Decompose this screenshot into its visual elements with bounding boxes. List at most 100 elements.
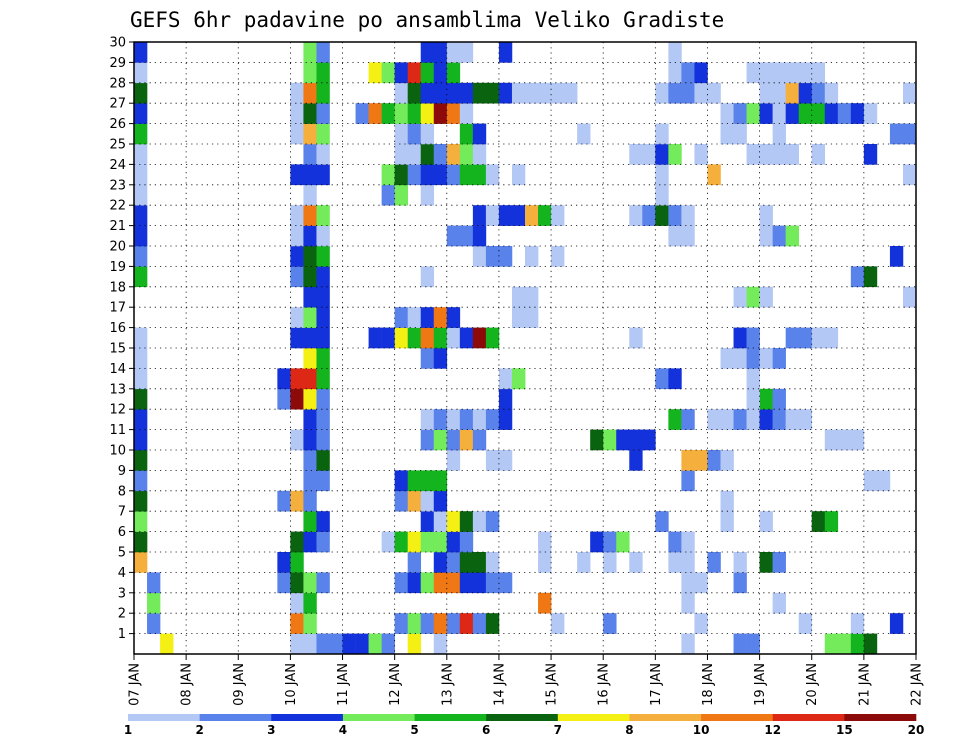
y-axis: 1234567891011121314151617181920212223242… — [109, 36, 134, 642]
x-tick-label: 11 JAN — [336, 663, 351, 706]
y-tick-label: 12 — [109, 403, 126, 418]
heatmap-cell — [668, 368, 682, 390]
heatmap-cell — [147, 613, 161, 634]
heatmap-cell — [485, 572, 500, 594]
heatmap-cell — [733, 103, 747, 124]
x-tick-label: 19 JAN — [753, 663, 768, 706]
heatmap-cell — [485, 552, 500, 573]
heatmap-cell — [603, 429, 617, 451]
heatmap-cell — [316, 266, 330, 288]
heatmap-cell — [459, 511, 474, 532]
x-tick-label: 22 JAN — [910, 663, 925, 706]
heatmap-cell — [485, 409, 500, 430]
colorbar-label: 3 — [267, 723, 275, 737]
heatmap-cell — [134, 368, 148, 390]
heatmap-cell — [381, 327, 395, 349]
heatmap-cell — [394, 327, 408, 349]
heatmap-cell — [668, 409, 682, 430]
heatmap-cell — [733, 633, 747, 655]
heatmap-cell — [134, 205, 148, 226]
heatmap-cell — [433, 429, 448, 451]
heatmap-cell — [459, 531, 474, 553]
heatmap-cell — [134, 348, 148, 369]
colorbar-swatch — [342, 714, 415, 721]
heatmap-cell — [446, 307, 461, 328]
heatmap-cell — [538, 552, 552, 573]
heatmap-cell — [420, 42, 435, 63]
heatmap-cell — [681, 62, 695, 84]
heatmap-cell — [316, 633, 330, 655]
heatmap-cell — [655, 164, 669, 186]
heatmap-cell — [394, 164, 408, 186]
heatmap-cell — [134, 429, 148, 451]
heatmap-cell — [316, 42, 330, 63]
heatmap-cell — [290, 490, 304, 512]
heatmap-cell — [694, 144, 708, 165]
heatmap-cell — [538, 592, 552, 614]
heatmap-cell — [316, 225, 330, 247]
y-tick-label: 28 — [109, 76, 126, 91]
heatmap-cell — [798, 82, 813, 104]
heatmap-cell — [694, 62, 708, 84]
heatmap-cell — [577, 123, 591, 145]
heatmap-cell — [290, 572, 304, 594]
heatmap-cell — [668, 552, 682, 573]
heatmap-cell — [655, 82, 669, 104]
y-tick-label: 11 — [109, 423, 126, 438]
heatmap-cell — [498, 42, 513, 63]
y-tick-label: 24 — [109, 158, 126, 173]
colorbar-label: 6 — [482, 723, 490, 737]
heatmap-cell — [394, 123, 408, 145]
heatmap-cell — [772, 82, 786, 104]
heatmap-cell — [316, 307, 330, 328]
heatmap-cell — [420, 429, 435, 451]
heatmap-cell — [303, 429, 317, 451]
heatmap-cell — [590, 429, 604, 451]
heatmap-cell — [433, 613, 448, 634]
colorbar-label: 4 — [339, 723, 347, 737]
heatmap-cell — [446, 409, 461, 430]
heatmap-cell — [603, 613, 617, 634]
colorbar-label: 12 — [764, 723, 781, 737]
heatmap-cell — [407, 470, 422, 492]
heatmap-cell — [446, 327, 461, 349]
heatmap-cell — [642, 144, 656, 165]
heatmap-cell — [681, 205, 695, 226]
x-axis: 07 JAN 08 JAN 09 JAN 10 JAN 11 JAN 12 JAN 13 J… — [128, 654, 925, 706]
heatmap-cell — [485, 205, 500, 226]
y-tick-label: 16 — [109, 321, 126, 336]
y-tick-label: 23 — [109, 178, 126, 193]
heatmap-cell — [290, 103, 304, 124]
heatmap-cell — [134, 409, 148, 430]
heatmap-cell — [134, 144, 148, 165]
heatmap-cell — [498, 368, 513, 390]
heatmap-cell — [355, 103, 369, 124]
heatmap-cell — [433, 42, 448, 63]
heatmap-cell — [446, 42, 461, 63]
heatmap-cell — [720, 490, 734, 512]
heatmap-cell — [811, 103, 826, 124]
heatmap-cell — [785, 82, 799, 104]
heatmap-cell — [316, 327, 330, 349]
y-tick-label: 6 — [118, 525, 126, 540]
heatmap-cell — [811, 511, 826, 532]
heatmap-cell — [668, 531, 682, 553]
heatmap-cell — [446, 531, 461, 553]
heatmap-cell — [420, 266, 435, 288]
heatmap-cell — [798, 327, 813, 349]
heatmap-cell — [290, 205, 304, 226]
heatmap-cell — [290, 388, 304, 410]
heatmap-cell — [551, 82, 565, 104]
colorbar: 1 2 3 4 5 6 7 8 10 12 15 20 — [124, 714, 924, 737]
heatmap-cell — [876, 470, 891, 492]
heatmap-cell — [837, 633, 852, 655]
heatmap-cell — [694, 450, 708, 471]
heatmap-cell — [746, 327, 760, 349]
heatmap-cell — [459, 552, 474, 573]
heatmap-cell — [863, 266, 878, 288]
heatmap-cell — [160, 633, 174, 655]
heatmap-cell — [459, 572, 474, 594]
y-tick-label: 17 — [109, 301, 126, 316]
colorbar-swatch — [414, 714, 487, 721]
